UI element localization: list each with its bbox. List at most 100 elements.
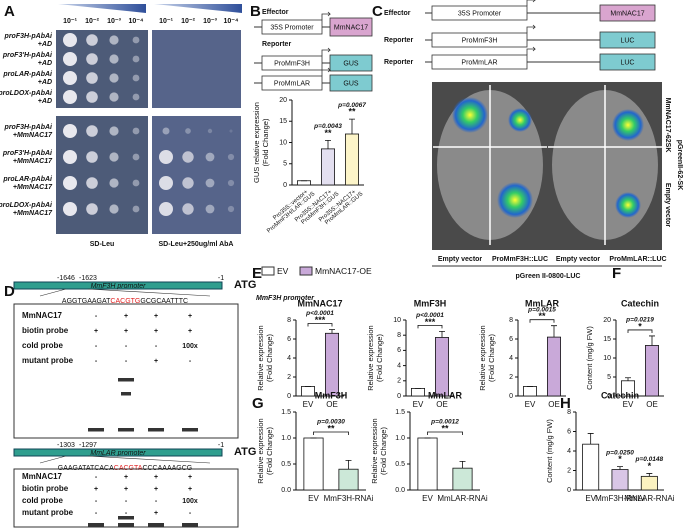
medium-label: SD-Leu+250ug/ml AbA [158, 241, 233, 248]
x-tick-label: EV [623, 400, 634, 409]
zoom-lines [39, 455, 211, 464]
panel-letter: E [252, 265, 262, 282]
error-bar [587, 433, 594, 445]
reporter-box-label: LUC [620, 37, 634, 44]
promoter-box-label: 35S Promoter [270, 24, 314, 31]
yeast-spot [132, 36, 140, 44]
lane-label: 100x [182, 343, 198, 350]
x-tick-label: EV [585, 494, 596, 503]
yeast-spot [63, 202, 77, 216]
yeast-spot [182, 151, 194, 163]
promoter-box [431, 54, 528, 70]
promoter-box-label: ProMmF3H [462, 37, 498, 44]
yeast-spot [86, 53, 98, 65]
luminescence [615, 192, 641, 218]
yeast-spot [132, 127, 140, 135]
significance-stars: * [638, 321, 642, 331]
sequence-part: CACGTG [110, 298, 140, 305]
y-tick-label: 1.0 [281, 435, 291, 442]
gene-box-label: MmNAC17 [610, 10, 644, 17]
significance-bracket [307, 323, 333, 327]
row-label: +AD [38, 79, 52, 86]
y-tick-label: 2 [567, 467, 571, 474]
row-label: cold probe [22, 496, 63, 505]
bar [410, 387, 425, 397]
promoter-box [261, 75, 323, 91]
lane-label: + [154, 474, 158, 481]
chart-title: MmF3H [414, 298, 447, 308]
bar [645, 345, 660, 397]
bar [344, 133, 359, 186]
gel-band [148, 428, 164, 432]
lane-label: + [154, 313, 158, 320]
lane-label: + [154, 486, 158, 493]
row-label: +AD [38, 98, 52, 105]
reporter-label: Reporter [384, 37, 413, 44]
y-axis-label: (Fold Change) [261, 118, 270, 166]
yeast-spot [63, 71, 77, 85]
bar [547, 336, 562, 397]
row-label: proLDOX-pAbAi [0, 202, 53, 209]
y-tick-label: 1.0 [395, 435, 405, 442]
yeast-spot [207, 128, 213, 134]
reporter-box-label: GUS [343, 60, 359, 67]
row-label: proF3H-pAbAi [4, 124, 53, 131]
significance-stars: ** [327, 423, 335, 433]
promoter-label: MmLAR promoter [90, 450, 146, 457]
p-value: p=0.0043 [313, 123, 342, 130]
y-tick-label: 0 [567, 487, 571, 494]
dilution-label: 10⁻¹ [63, 18, 77, 25]
y-tick-label: 15 [603, 336, 611, 343]
error-bar [325, 139, 331, 149]
sequence: GAAGATATCACACACGTACCCAAAAGCG [58, 465, 192, 472]
lane-label: + [124, 486, 128, 493]
significance-stars: * [618, 454, 622, 464]
dilution-label: 10⁻⁴ [129, 18, 144, 25]
significance-bracket [529, 319, 555, 323]
promoter-box [261, 55, 323, 71]
yeast-spot [63, 150, 77, 164]
note: MmF3H promoter [256, 295, 315, 302]
bar [434, 337, 449, 397]
position-label: -1297 [79, 442, 97, 449]
p-value: p=0.0012 [430, 419, 459, 426]
y-tick-label: 20 [603, 317, 611, 324]
lane-label: - [125, 358, 128, 365]
position-label: -1303 [57, 442, 75, 449]
x-tick-label: MmF3H-RNAi [324, 494, 374, 503]
y-tick-label: 8 [567, 409, 571, 416]
gel-band [88, 428, 104, 432]
legend-swatch [261, 266, 275, 276]
yeast-spot [132, 55, 140, 63]
emsa-box [13, 303, 239, 439]
y-tick-label: 6 [397, 347, 401, 354]
x-tick-label: EV [308, 494, 319, 503]
bar [452, 467, 473, 491]
x-tick-label: EV [413, 400, 424, 409]
chart-title: MmNAC17 [297, 298, 342, 308]
row-label: +MmNAC17 [13, 210, 53, 217]
chart-title: MmF3H [315, 390, 348, 400]
row-label: MmNAC17 [22, 472, 63, 481]
reporter-label: Reporter [262, 41, 291, 48]
y-axis-label: (Fold Change) [375, 334, 384, 382]
lane-label: - [95, 313, 98, 320]
yeast-spot [205, 204, 215, 214]
x-tick-label: OE [436, 400, 448, 409]
y-tick-label: 0.0 [395, 487, 405, 494]
yeast-spot [159, 202, 173, 216]
position-label: -1 [218, 275, 224, 282]
row-label: MmNAC17 [22, 311, 63, 320]
lane-label: + [188, 474, 192, 481]
gel-band [182, 523, 198, 527]
panel-letter: G [252, 395, 264, 412]
effector-label: Effector [262, 9, 289, 16]
y-axis-label: (Fold Change) [265, 334, 274, 382]
lane-label: - [95, 343, 98, 350]
bar [523, 386, 538, 397]
yeast-spot [109, 178, 119, 188]
yeast-spot [86, 203, 98, 215]
y-axis-label: (Fold Change) [379, 427, 388, 475]
x-tick-label: OE [548, 400, 560, 409]
